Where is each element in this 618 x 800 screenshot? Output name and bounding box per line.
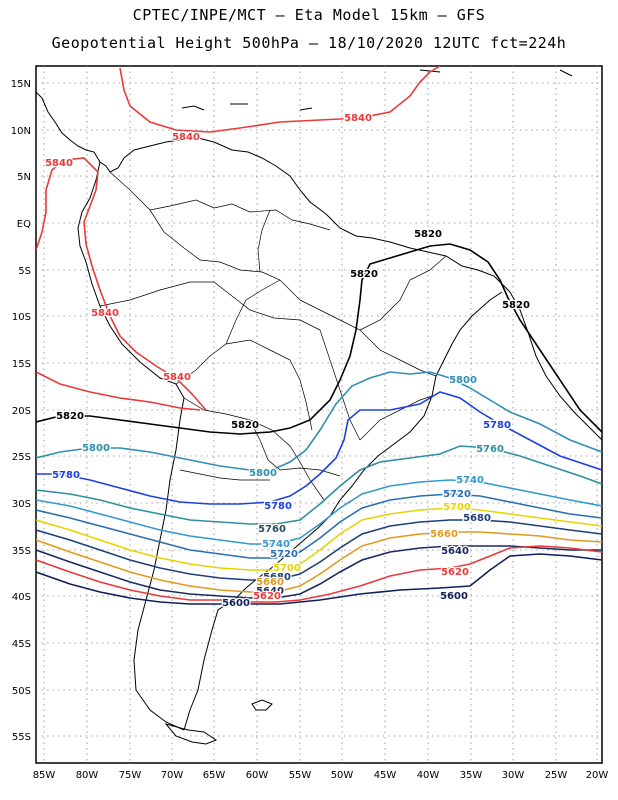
contour-label: 5640 <box>441 546 469 557</box>
contour-label: 5680 <box>263 572 291 583</box>
contour-label: 5760 <box>258 524 286 535</box>
coastline-mainland <box>36 91 602 441</box>
longitude-label: 65W <box>203 770 226 781</box>
contour-5640 <box>36 545 602 599</box>
latitude-label: 35S <box>12 546 31 557</box>
contour-label: 5820 <box>350 269 378 280</box>
coastlines <box>36 69 602 745</box>
contour-label: 5780 <box>483 420 511 431</box>
latitude-label: 40S <box>12 592 31 603</box>
contour-label: 5820 <box>56 411 84 422</box>
coastline-west <box>77 161 185 731</box>
contour-label: 5600 <box>222 598 250 609</box>
contour-label: 5760 <box>476 444 504 455</box>
latitude-label: 50S <box>12 686 31 697</box>
height-contours <box>36 66 602 605</box>
contour-label: 5700 <box>443 502 471 513</box>
contour-label: 5840 <box>344 113 372 124</box>
contour-label: 5640 <box>256 586 284 597</box>
contour-5820 <box>36 243 602 435</box>
latitude-label: 5S <box>18 266 31 277</box>
contour-5840-south <box>36 371 201 411</box>
contour-label: 5720 <box>270 549 298 560</box>
contour-label: 5820 <box>231 420 259 431</box>
latitude-labels: 15N 10N 5N EQ 5S 10S 15S 20S 25S 30S 35S 40S 45S 50S 5… <box>11 79 31 743</box>
contour-5760 <box>36 445 602 525</box>
contour-label: 5660 <box>256 577 284 588</box>
contour-label: 5800 <box>449 375 477 386</box>
latitude-label: EQ <box>17 219 31 230</box>
contour-5740 <box>36 479 602 545</box>
longitude-label: 55W <box>289 770 312 781</box>
contour-5800 <box>36 371 602 471</box>
longitude-label: 40W <box>417 770 440 781</box>
contour-label: 5680 <box>463 513 491 524</box>
contour-5600 <box>36 553 602 605</box>
contour-5680 <box>36 519 602 581</box>
coastline-falklands <box>251 699 273 711</box>
contour-5840-north <box>119 66 441 133</box>
contour-labels: 5840 5840 5840 5840 5840 5820 5820 5820 5820 5820… <box>44 112 531 611</box>
contour-label: 5620 <box>253 591 281 602</box>
longitude-label: 85W <box>33 770 56 781</box>
longitude-label: 35W <box>460 770 483 781</box>
latitude-label: 45S <box>12 639 31 650</box>
contour-label: 5740 <box>262 539 290 550</box>
contour-5660 <box>36 531 602 593</box>
latitude-label: 20S <box>12 406 31 417</box>
country-borders <box>99 171 447 501</box>
longitude-label: 75W <box>119 770 142 781</box>
latitude-label: 30S <box>12 499 31 510</box>
coastline-caribbean <box>181 69 573 111</box>
longitude-label: 30W <box>502 770 525 781</box>
contour-label: 5840 <box>163 372 191 383</box>
longitude-label: 45W <box>374 770 397 781</box>
longitude-label: 20W <box>586 770 609 781</box>
contour-label: 5700 <box>273 563 301 574</box>
coastline-tierra-del-fuego <box>164 723 218 745</box>
latitude-label: 5N <box>17 172 31 183</box>
longitude-label: 70W <box>161 770 184 781</box>
contour-label: 5720 <box>443 489 471 500</box>
coastline-southeast <box>183 291 503 731</box>
contour-label: 5600 <box>440 591 468 602</box>
contour-label: 5620 <box>441 567 469 578</box>
latitude-label: 10S <box>12 312 31 323</box>
contour-5780 <box>36 391 602 505</box>
longitude-label: 25W <box>545 770 568 781</box>
contour-label: 5660 <box>430 529 458 540</box>
map-title-line-2: Geopotential Height 500hPa – 18/10/2020 … <box>51 34 567 52</box>
longitude-label: 50W <box>331 770 354 781</box>
contour-5700 <box>36 507 602 571</box>
contour-label: 5820 <box>502 300 530 311</box>
latitude-label: 10N <box>11 126 31 137</box>
map-title-line-1: CPTEC/INPE/MCT – Eta Model 15km – GFS <box>132 6 486 24</box>
contour-5620 <box>36 545 602 603</box>
longitude-label: 60W <box>246 770 269 781</box>
contour-label: 5740 <box>456 475 484 486</box>
contour-5720 <box>36 493 602 559</box>
latitude-label: 15N <box>11 79 31 90</box>
contour-label: 5820 <box>414 229 442 240</box>
latitude-label: 55S <box>12 732 31 743</box>
longitude-labels: 85W 80W 75W 70W 65W 60W 55W 50W 45W 40W 35W 30W 25W 2… <box>33 770 609 781</box>
longitude-label: 80W <box>76 770 99 781</box>
contour-label: 5840 <box>91 308 119 319</box>
contour-5840-pacific <box>36 157 207 411</box>
contour-label: 5840 <box>45 158 73 169</box>
contour-label: 5800 <box>249 468 277 479</box>
contour-label: 5780 <box>264 501 292 512</box>
contour-label: 5840 <box>172 132 200 143</box>
latitude-label: 15S <box>12 359 31 370</box>
contour-label: 5780 <box>52 470 80 481</box>
contour-label: 5800 <box>82 443 110 454</box>
latitude-label: 25S <box>12 452 31 463</box>
